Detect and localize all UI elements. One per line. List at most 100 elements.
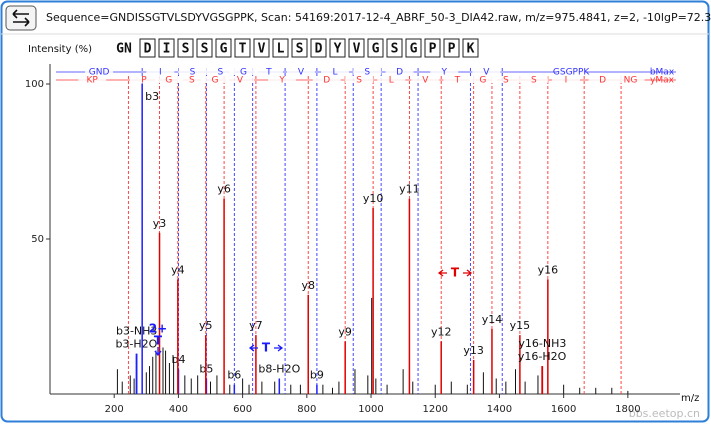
annotation-arrow (248, 344, 284, 352)
ladder-residue: KP (87, 76, 99, 86)
residue-box (234, 38, 251, 58)
ladder-residue: D (323, 76, 330, 86)
ladder-residue: G (240, 68, 247, 78)
peak-label: b6 (227, 369, 241, 382)
ladder-residue: V (483, 68, 490, 78)
ladder-residue: V (298, 68, 305, 78)
ladder-bg (616, 76, 645, 83)
residue-box (386, 38, 403, 58)
ladder-bg (178, 68, 207, 75)
residue-box (462, 38, 479, 58)
ladder-bg (85, 68, 114, 75)
ladder-bg (552, 76, 581, 83)
peak-label: y3 (153, 217, 167, 230)
peak-label: b3-H2O (115, 338, 157, 351)
ladder-residue: GSGPPK (553, 68, 591, 78)
peak-label: y6 (217, 183, 231, 196)
ladder-name: bMax (650, 68, 675, 78)
ladder-residue: NG (624, 76, 638, 86)
sequence-info: Sequence=GNDISSGTVLSDYVGSGPPK, Scan: 541… (46, 11, 711, 24)
peak-label: b3 (145, 90, 159, 103)
x-tick-label: 1800 (615, 404, 640, 415)
ladder-bg (385, 68, 414, 75)
residue: S (296, 42, 304, 57)
residue-box (405, 38, 422, 58)
annotation: 2+ (149, 322, 167, 336)
peak-label: y4 (171, 263, 185, 276)
ladder-residue: L (389, 76, 394, 86)
residue-box (196, 38, 213, 58)
residue: G (220, 42, 228, 57)
x-tick-label: 1600 (551, 404, 576, 415)
ladder-residue: S (218, 68, 224, 78)
residue: D (144, 42, 152, 57)
peak-label: y5 (199, 319, 213, 332)
ladder-bg (443, 76, 472, 83)
ladder-bg (268, 76, 297, 83)
ladder-bg (200, 76, 229, 83)
ladder-bg (154, 76, 183, 83)
ladder-bg (78, 76, 107, 83)
ladder-bg (225, 76, 254, 83)
ladder-bg (254, 68, 283, 75)
residue: G (410, 42, 418, 57)
ladder-residue: Y (278, 76, 285, 86)
ladder-bg (146, 68, 175, 75)
ladder-bg (312, 76, 341, 83)
ladder-residue: T (265, 68, 272, 78)
x-tick-label: 1400 (487, 404, 512, 415)
x-axis-label: m/z (681, 393, 699, 404)
y-tick-label: 100 (25, 79, 44, 90)
peak-label: y16-H2O (518, 350, 567, 363)
ladder-bg (588, 76, 617, 83)
x-tick-label: 400 (169, 404, 188, 415)
ladder-bg (129, 76, 158, 83)
ladder-residue: G (211, 76, 218, 86)
ladder-bg (491, 76, 520, 83)
residue-box (291, 38, 308, 58)
annotation-arrow (154, 347, 162, 357)
residue: S (182, 42, 190, 57)
peak-label: y16-NH3 (518, 337, 566, 350)
y-tick-label: 50 (31, 234, 44, 245)
residue: G (372, 42, 380, 57)
ladder-bg (177, 76, 206, 83)
annotation: T (451, 266, 460, 280)
residue: P (448, 42, 456, 57)
residue: P (429, 42, 437, 57)
swap-button[interactable] (5, 5, 37, 31)
residue: K (467, 42, 475, 57)
residue: S (201, 42, 209, 57)
peak-label: y11 (399, 183, 420, 196)
residue: V (258, 42, 266, 57)
annotation-arrow (437, 269, 473, 277)
peak-label: b9 (310, 369, 324, 382)
ladder-bg (345, 76, 374, 83)
residue: L (277, 42, 285, 57)
residue: D (315, 42, 323, 57)
ladder-residue: V (422, 76, 429, 86)
peak-label: y7 (249, 319, 263, 332)
residue-box (348, 38, 365, 58)
residue: I (163, 42, 171, 57)
peak-label: b8-H2O (258, 363, 300, 376)
ladder-name: yMax (650, 76, 675, 86)
residue: GN (116, 42, 132, 57)
ladder-bg (557, 68, 586, 75)
ladder-residue: L (333, 68, 338, 78)
ladder-residue: D (396, 68, 403, 78)
ladder-residue: S (189, 76, 195, 86)
peak-label: y10 (363, 192, 384, 205)
ladder-bg (286, 68, 315, 75)
residue-box (139, 38, 156, 58)
residue-box (215, 38, 232, 58)
peak-label: y12 (431, 325, 452, 338)
peak-label: y14 (482, 313, 503, 326)
x-tick-label: 800 (297, 404, 316, 415)
residue-box (253, 38, 270, 58)
ladder-residue: G (479, 76, 486, 86)
ladder-bg (206, 68, 235, 75)
ladder-bg (472, 68, 501, 75)
